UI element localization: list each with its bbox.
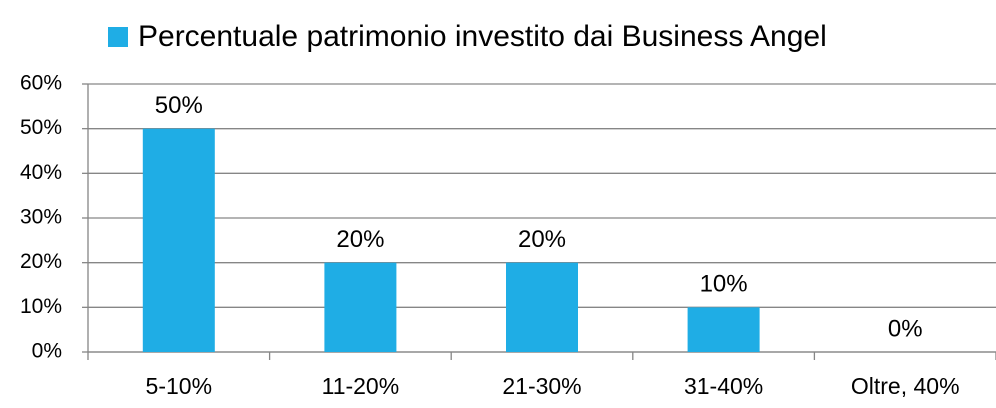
y-tick-label: 20%	[20, 250, 62, 273]
bar	[687, 307, 760, 352]
bar	[142, 128, 215, 352]
x-tick-label: 11-20%	[322, 373, 400, 399]
y-tick-label: 30%	[20, 206, 62, 229]
x-tick-label: 31-40%	[684, 373, 763, 399]
legend-swatch	[108, 27, 128, 47]
data-label: 20%	[336, 226, 384, 253]
data-label: 0%	[888, 315, 923, 342]
y-tick-label: 60%	[20, 72, 62, 95]
x-tick-label: Oltre, 40%	[851, 373, 960, 399]
legend-label: Percentuale patrimonio investito dai Bus…	[138, 20, 827, 53]
x-tick-label: 5-10%	[146, 373, 212, 399]
bar	[506, 262, 578, 352]
data-label: 50%	[155, 92, 203, 119]
data-label: 20%	[518, 226, 566, 253]
y-tick-label: 10%	[20, 295, 62, 318]
y-tick-label: 40%	[20, 161, 62, 184]
bar	[324, 262, 397, 352]
y-tick-label: 50%	[20, 116, 62, 139]
x-tick-label: 21-30%	[502, 373, 581, 399]
y-tick-label: 0%	[32, 340, 62, 363]
data-label: 10%	[700, 271, 748, 298]
